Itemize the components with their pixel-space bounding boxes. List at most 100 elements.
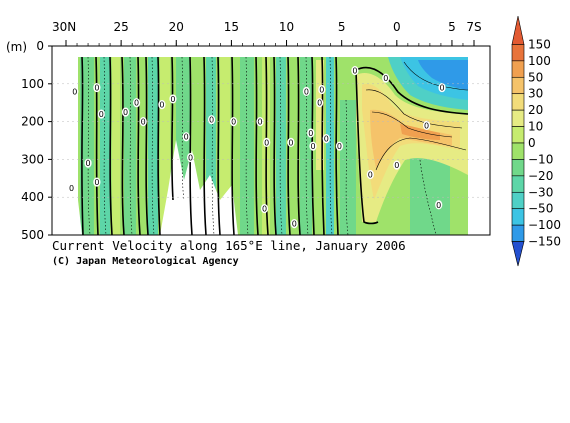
- zero-label-bg-18: [287, 137, 295, 147]
- zero-label-3: 0: [86, 159, 91, 168]
- x-tick-label-0: 30N: [52, 20, 76, 34]
- zero-label-11: 0: [184, 133, 189, 142]
- y-axis-ticks: 0 100 200 300 400 500: [21, 39, 52, 242]
- zero-label-bg-5: [67, 183, 76, 193]
- colorbar-label-10: −50: [528, 202, 553, 216]
- plot-frame: [51, 45, 491, 236]
- zero-label-bg-11: [182, 132, 190, 142]
- zero-label-21: 0: [308, 129, 313, 138]
- zero-label-19: 0: [292, 220, 297, 229]
- colorbar-segment-11: [511, 224, 525, 242]
- zero-label-bg-6: [121, 107, 130, 117]
- zero-label-bg-27: [351, 65, 359, 76]
- zero-label-9: 0: [159, 101, 164, 110]
- zero-label-bg-4: [93, 177, 101, 187]
- colorbar-segment-4: [511, 109, 525, 127]
- zero-label-30: 0: [394, 161, 399, 170]
- zero-label-bg-28: [382, 73, 390, 83]
- zero-label-23: 0: [317, 99, 322, 108]
- zero-label-bg-33: [438, 82, 446, 93]
- zero-label-8: 0: [141, 118, 146, 127]
- zero-label-20: 0: [304, 87, 309, 96]
- colorbar-bottom-arrow: [511, 241, 525, 267]
- colorbar-segment-9: [511, 191, 525, 210]
- zero-label-17: 0: [262, 205, 267, 214]
- zero-label-bg-29: [366, 169, 374, 180]
- zero-label-14: 0: [231, 118, 236, 127]
- zero-label-29: 0: [368, 171, 373, 180]
- zero-label-bg-26: [335, 141, 344, 151]
- x-tick-label-7: 5: [448, 20, 456, 34]
- zero-label-bg-1: [93, 82, 101, 93]
- zero-label-bg-12: [187, 152, 195, 163]
- zero-label-bg-21: [307, 128, 315, 138]
- zero-label-bg-16: [263, 137, 271, 147]
- x-tick-label-5: 5: [338, 20, 346, 34]
- zero-label-bg-22: [309, 141, 317, 151]
- x-tick-label-6: 0: [393, 20, 401, 34]
- y-axis-unit: (m): [6, 40, 27, 54]
- colorbar-label-2: 50: [528, 70, 543, 84]
- colorbar-label-11: −100: [528, 218, 561, 232]
- x-tick-label-4: 10: [279, 20, 294, 34]
- colorbar-label-6: 0: [528, 136, 536, 150]
- zero-label-22: 0: [310, 142, 315, 151]
- x-axis-ticks: 30N 25 20 15 10 5 0 5 7S: [52, 20, 482, 46]
- zero-label-bg-30: [393, 160, 401, 170]
- colorbar-top-arrow: [511, 15, 525, 45]
- zero-label-bg-32: [435, 200, 443, 210]
- zero-label-bg-20: [302, 86, 310, 96]
- x-tick-label-1: 25: [113, 20, 128, 34]
- zero-label-16: 0: [264, 138, 269, 147]
- band-neg-12: [410, 150, 450, 235]
- colorbar-label-3: 30: [528, 87, 543, 101]
- zero-label-28: 0: [383, 74, 388, 83]
- band-neg-6: [206, 57, 216, 235]
- zero-label-12: 0: [188, 154, 193, 163]
- zero-label-bg-9: [158, 99, 166, 110]
- x-axis-minor-ticks: [65, 43, 475, 46]
- band-neg-4: [148, 57, 158, 235]
- colorbar-segment-6: [511, 142, 525, 160]
- zero-label-4: 0: [94, 178, 99, 187]
- colorbar-label-8: −20: [528, 169, 553, 183]
- zero-label-bg-17: [260, 203, 269, 214]
- undercurrent-core: [370, 109, 452, 168]
- zero-label-bg-7: [132, 98, 141, 108]
- band-neg-11: [340, 100, 356, 235]
- zero-label-18: 0: [288, 138, 293, 147]
- chart-credit: (C) Japan Meteorological Agency: [52, 255, 239, 267]
- y-tick-label-4: 400: [21, 190, 44, 204]
- band-neg-8: [276, 57, 286, 235]
- zero-label-6: 0: [123, 108, 128, 117]
- band-pos-2: [160, 57, 170, 235]
- zero-label-7: 0: [134, 99, 139, 108]
- colorbar-label-0: 150: [528, 37, 551, 51]
- colorbar-label-4: 20: [528, 103, 543, 117]
- colorbar-segment-5: [511, 126, 525, 144]
- x-tick-label-8: 7S: [466, 20, 481, 34]
- band-pos-1: [112, 57, 120, 235]
- zero-label-25: 0: [324, 135, 329, 144]
- zero-label-5: 0: [69, 184, 74, 193]
- band-neg-1: [80, 57, 94, 235]
- colorbar-segment-2: [511, 76, 525, 95]
- zero-label-2: 0: [99, 110, 104, 119]
- x-tick-label-2: 20: [169, 20, 184, 34]
- zero-label-bg-19: [290, 219, 298, 229]
- zero-label-32: 0: [436, 201, 441, 210]
- band-neg-2: [100, 57, 110, 235]
- band-pos-3: [220, 57, 230, 235]
- zero-label-bg-13: [207, 115, 216, 125]
- zero-label-bg-0: [71, 86, 79, 96]
- y-tick-label-0: 0: [36, 39, 44, 53]
- y-tick-label-5: 500: [21, 228, 44, 242]
- band-neg-7: [240, 57, 254, 235]
- zero-label-33: 0: [439, 84, 444, 93]
- zero-label-24: 0: [319, 85, 324, 94]
- sec-core: [418, 60, 468, 90]
